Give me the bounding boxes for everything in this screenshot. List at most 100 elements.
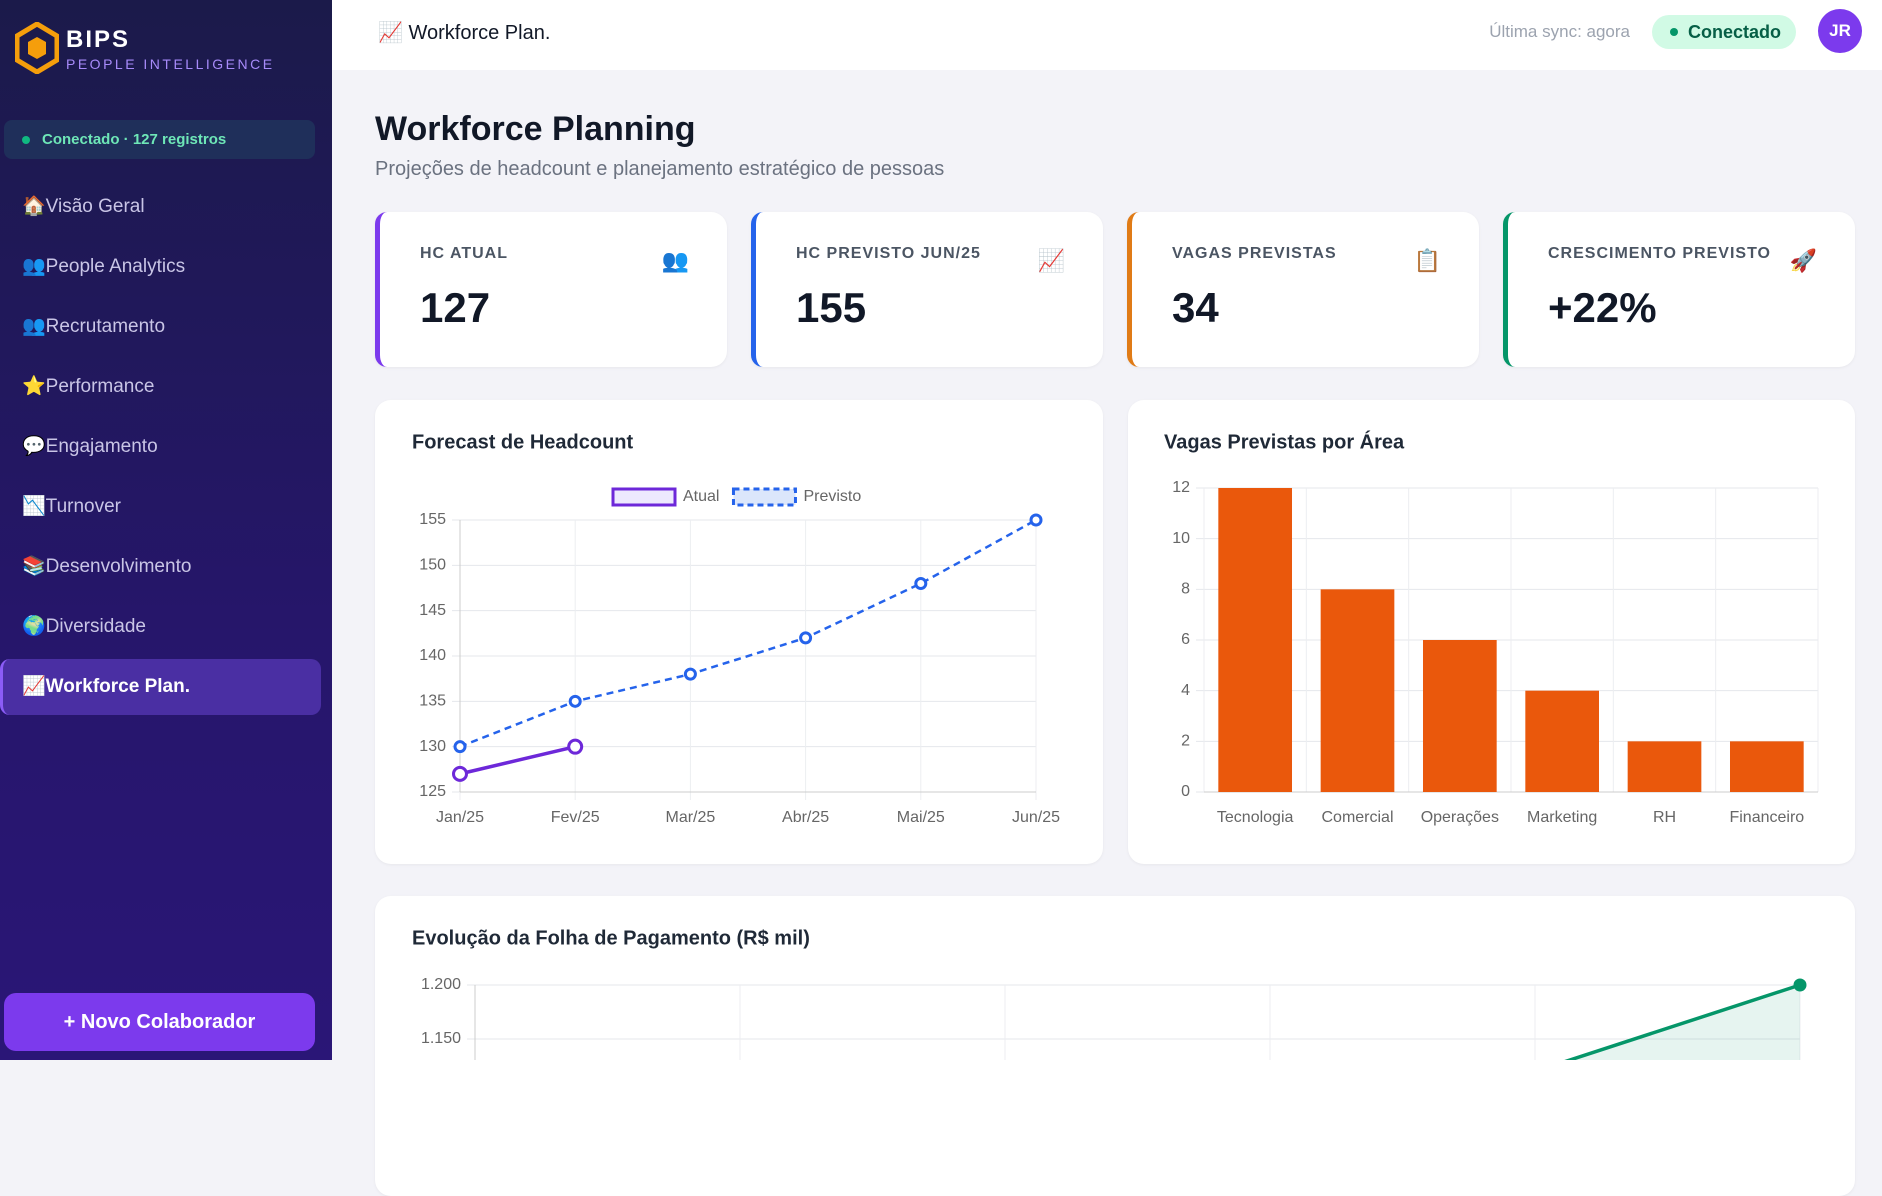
kpi-card: HC PREVISTO JUN/25 155 📈 bbox=[751, 212, 1103, 367]
legend-swatch bbox=[611, 487, 677, 507]
nav-item[interactable]: 👥Recrutamento bbox=[22, 314, 165, 338]
tagline: PEOPLE INTELLIGENCE bbox=[66, 56, 275, 72]
point bbox=[452, 765, 468, 782]
bar bbox=[1627, 741, 1702, 792]
y-tick-label: 2 bbox=[1181, 733, 1190, 750]
nav-item[interactable]: 👥People Analytics bbox=[22, 254, 185, 278]
y-tick-label: 4 bbox=[1181, 682, 1190, 699]
nav-item[interactable]: 🏠Visão Geral bbox=[22, 194, 145, 218]
point bbox=[453, 740, 467, 754]
x-tick-label: Mai/25 bbox=[897, 809, 945, 826]
y-tick-label: 150 bbox=[419, 557, 446, 574]
topbar: 📈 Workforce Plan. Última sync: agora Con… bbox=[332, 0, 1882, 70]
x-tick-label: Jun/25 bbox=[1012, 809, 1060, 826]
line bbox=[1564, 983, 1801, 1060]
sidebar: BIPS PEOPLE INTELLIGENCE Conectado · 127… bbox=[0, 0, 332, 1060]
tab-icon: 📈 bbox=[378, 22, 403, 44]
nav-item[interactable]: 📚Desenvolvimento bbox=[22, 554, 191, 578]
x-tick-label: RH bbox=[1653, 809, 1676, 826]
x-tick-label: Operações bbox=[1421, 809, 1499, 826]
kpi-icon: 📈 bbox=[1037, 248, 1065, 273]
kpi-value: +22% bbox=[1548, 284, 1657, 331]
point bbox=[1793, 978, 1807, 992]
connection-text: Conectado bbox=[1688, 22, 1782, 42]
kpi-label: VAGAS PREVISTAS bbox=[1172, 245, 1337, 262]
nav-label: Visão Geral bbox=[45, 196, 145, 217]
x-tick-label: Comercial bbox=[1321, 809, 1393, 826]
x-tick-label: Fev/25 bbox=[551, 809, 600, 826]
active-nav-bg bbox=[0, 659, 321, 715]
y-tick-label: 12 bbox=[1172, 479, 1190, 496]
page-subtitle: Projeções de headcount e planejamento es… bbox=[375, 158, 945, 180]
point bbox=[683, 667, 697, 681]
nav-icon: ⭐ bbox=[22, 376, 46, 397]
bar bbox=[1218, 488, 1293, 792]
point bbox=[567, 738, 584, 755]
logo bbox=[15, 22, 59, 74]
nav-icon: 📚 bbox=[22, 556, 46, 577]
kpi-label: CRESCIMENTO PREVISTO bbox=[1548, 245, 1771, 262]
new-employee-button[interactable]: + Novo Colaborador bbox=[4, 993, 315, 1051]
kpi-icon: 🚀 bbox=[1789, 248, 1817, 273]
x-tick-label: Marketing bbox=[1527, 809, 1597, 826]
chart-title: Vagas Previstas por Área bbox=[1164, 430, 1405, 453]
avatar[interactable]: JR bbox=[1818, 9, 1862, 53]
tab-title: Workforce Plan. bbox=[408, 22, 551, 44]
nav-item[interactable]: ⭐Performance bbox=[22, 374, 154, 398]
nav-icon: 💬 bbox=[22, 436, 46, 457]
kpi-card: VAGAS PREVISTAS 34 📋 bbox=[1127, 212, 1479, 367]
chart-title: Forecast de Headcount bbox=[412, 431, 634, 453]
kpi-card: CRESCIMENTO PREVISTO +22% 🚀 bbox=[1503, 212, 1855, 367]
y-tick-label: 155 bbox=[419, 511, 446, 528]
nav-icon: 📉 bbox=[22, 496, 46, 517]
y-tick-label: 125 bbox=[419, 783, 446, 800]
kpi-card: HC ATUAL 127 👥 bbox=[375, 212, 727, 367]
nav-icon: 📈 bbox=[22, 676, 46, 697]
x-tick-label: Tecnologia bbox=[1217, 809, 1294, 826]
y-tick-label: 0 bbox=[1181, 783, 1190, 800]
legend-label: Previsto bbox=[803, 488, 861, 505]
nav-icon: 🌍 bbox=[22, 616, 46, 637]
nav-label: Turnover bbox=[45, 496, 121, 517]
y-tick-label: 130 bbox=[419, 738, 446, 755]
kpi-icon: 📋 bbox=[1413, 248, 1441, 273]
bar bbox=[1320, 589, 1395, 792]
x-tick-label: Financeiro bbox=[1729, 809, 1804, 826]
brand: BIPS bbox=[66, 26, 131, 53]
chart-card bbox=[375, 400, 1103, 864]
nav-item[interactable]: 📉Turnover bbox=[22, 494, 121, 518]
kpi-value: 127 bbox=[420, 284, 491, 331]
nav-icon: 👥 bbox=[22, 316, 46, 337]
bar bbox=[1422, 640, 1497, 792]
y-tick-label: 8 bbox=[1181, 581, 1190, 598]
point bbox=[914, 576, 928, 590]
y-tick-label: 10 bbox=[1172, 530, 1190, 547]
line bbox=[459, 744, 576, 776]
x-tick-label: Jan/25 bbox=[436, 809, 484, 826]
bar bbox=[1729, 741, 1804, 792]
nav-label: Desenvolvimento bbox=[45, 556, 192, 577]
charts: Forecast de Headcount 125 130 135 140 145 150 1… bbox=[412, 430, 1819, 1060]
page-tab: 📈 Workforce Plan. bbox=[378, 20, 550, 45]
kpi-label: HC PREVISTO JUN/25 bbox=[796, 245, 981, 262]
y-tick-label: 145 bbox=[419, 602, 446, 619]
nav-item[interactable]: 📈Workforce Plan. bbox=[22, 674, 190, 698]
nav-icon: 👥 bbox=[22, 256, 46, 277]
line bbox=[459, 518, 1037, 748]
nav-label: Workforce Plan. bbox=[45, 676, 190, 697]
point bbox=[568, 694, 582, 708]
kpi-label: HC ATUAL bbox=[420, 245, 508, 262]
nav-label: Engajamento bbox=[45, 436, 158, 457]
kpi-value: 34 bbox=[1172, 284, 1219, 331]
kpi-value: 155 bbox=[796, 284, 867, 331]
nav-item[interactable]: 💬Engajamento bbox=[22, 434, 158, 458]
y-tick-label: 140 bbox=[419, 647, 446, 664]
status-text: Conectado · 127 registros bbox=[42, 131, 227, 148]
y-tick-label: 6 bbox=[1181, 631, 1190, 648]
nav-item[interactable]: 🌍Diversidade bbox=[22, 614, 146, 638]
x-tick-label: Abr/25 bbox=[782, 809, 829, 826]
legend-swatch bbox=[731, 487, 797, 507]
nav-label: People Analytics bbox=[45, 256, 186, 277]
page-title: Workforce Planning bbox=[375, 110, 696, 148]
